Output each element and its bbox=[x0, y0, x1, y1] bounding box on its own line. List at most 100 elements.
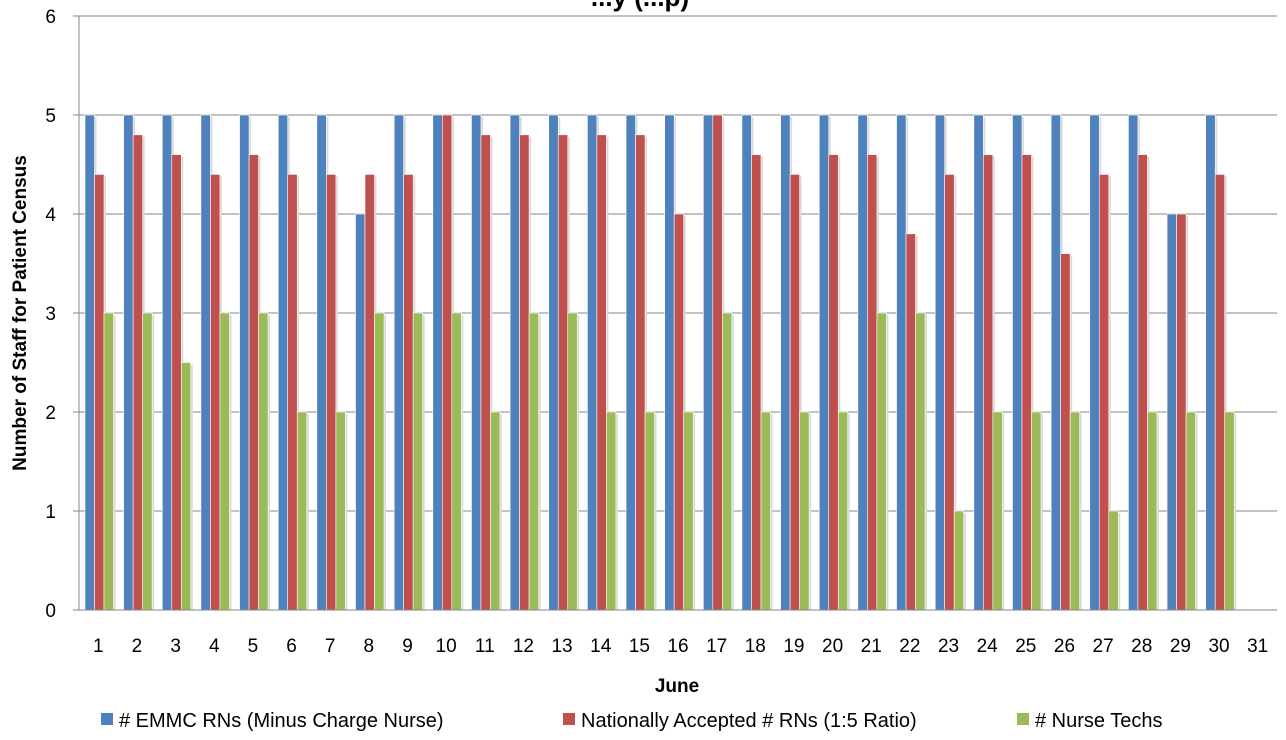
bar bbox=[1205, 114, 1216, 611]
bar bbox=[625, 114, 636, 611]
x-tick-label: 27 bbox=[1093, 636, 1114, 657]
bar bbox=[837, 411, 849, 611]
bar bbox=[393, 114, 404, 611]
x-tick-label: 26 bbox=[1054, 636, 1075, 657]
bar bbox=[451, 312, 462, 611]
bar bbox=[1069, 411, 1080, 611]
bar bbox=[673, 213, 684, 611]
x-tick-label: 28 bbox=[1131, 636, 1152, 657]
legend-swatch bbox=[563, 713, 575, 725]
x-tick-label: 19 bbox=[783, 636, 804, 657]
bar bbox=[703, 114, 714, 611]
bar bbox=[142, 312, 153, 611]
bar bbox=[1060, 253, 1071, 611]
bar bbox=[200, 114, 211, 611]
axes bbox=[73, 15, 1277, 611]
bar bbox=[248, 154, 259, 611]
y-tick-label: 0 bbox=[45, 601, 56, 622]
y-tick-label: 3 bbox=[45, 304, 56, 325]
bar bbox=[1214, 174, 1226, 611]
bar bbox=[548, 114, 559, 611]
bar bbox=[1021, 154, 1032, 611]
bar bbox=[1224, 411, 1235, 611]
chart-title: ...y (...p) bbox=[591, 0, 689, 12]
bar bbox=[712, 114, 723, 611]
bar bbox=[1031, 411, 1042, 611]
bar bbox=[239, 114, 250, 611]
x-tick-label: 9 bbox=[402, 636, 413, 657]
bar bbox=[335, 411, 346, 611]
x-tick-label: 13 bbox=[551, 636, 572, 657]
bar bbox=[296, 411, 308, 611]
bar bbox=[287, 174, 298, 611]
x-tick-label: 16 bbox=[667, 636, 688, 657]
x-tick-label: 5 bbox=[248, 636, 259, 657]
bar bbox=[780, 114, 791, 611]
x-tick-label: 29 bbox=[1170, 636, 1191, 657]
bar bbox=[210, 174, 221, 611]
bar bbox=[432, 114, 443, 611]
bar bbox=[412, 312, 423, 611]
bar bbox=[683, 411, 694, 611]
bar bbox=[751, 154, 762, 611]
bar bbox=[789, 174, 800, 611]
x-tick-label: 21 bbox=[861, 636, 882, 657]
y-tick-label: 4 bbox=[45, 205, 56, 226]
bar bbox=[944, 174, 955, 611]
bar bbox=[103, 312, 114, 611]
x-tick-label: 10 bbox=[436, 636, 457, 657]
bar bbox=[326, 174, 337, 611]
x-tick-label: 24 bbox=[977, 636, 999, 657]
bar bbox=[799, 411, 810, 611]
y-tick-label: 5 bbox=[45, 106, 56, 127]
y-axis-title: Number of Staff for Patient Census bbox=[10, 155, 31, 471]
bar bbox=[596, 134, 607, 611]
bar bbox=[1089, 114, 1100, 611]
bar bbox=[1185, 411, 1196, 611]
x-tick-labels: 1 2 3 4 5 6 7 8 9 10 11 12 13 14 15 16 17 18 19 20 21 22 23 24 2… bbox=[93, 636, 1268, 657]
x-tick-label: 11 bbox=[475, 636, 495, 657]
x-tick-label: 7 bbox=[325, 636, 336, 657]
bar bbox=[992, 411, 1003, 611]
legend-label: # EMMC RNs (Minus Charge Nurse) bbox=[119, 710, 444, 732]
bar bbox=[1108, 510, 1119, 611]
bar bbox=[84, 114, 95, 611]
bar bbox=[519, 134, 530, 611]
bar bbox=[316, 114, 327, 611]
legend-swatch bbox=[1017, 713, 1029, 725]
bar bbox=[760, 411, 771, 611]
bar bbox=[1166, 213, 1177, 611]
bar bbox=[1128, 114, 1139, 611]
bar bbox=[161, 114, 173, 611]
bar bbox=[557, 134, 569, 611]
bar bbox=[132, 134, 143, 611]
x-tick-label: 2 bbox=[132, 636, 143, 657]
legend-swatch bbox=[101, 713, 113, 725]
bar bbox=[1050, 114, 1061, 611]
bar bbox=[905, 233, 916, 611]
bar bbox=[606, 411, 617, 611]
bar bbox=[480, 134, 491, 611]
x-tick-label: 31 bbox=[1247, 636, 1268, 657]
bar bbox=[528, 312, 539, 611]
legend: # EMMC RNs (Minus Charge Nurse) Nationall… bbox=[101, 710, 1162, 732]
bar bbox=[1176, 213, 1187, 611]
bar bbox=[934, 114, 945, 611]
y-tick-labels: 0 1 2 3 4 5 6 bbox=[45, 7, 56, 622]
bar bbox=[442, 114, 453, 611]
bar bbox=[567, 312, 578, 611]
y-tick-label: 1 bbox=[45, 502, 56, 523]
bar bbox=[664, 114, 675, 611]
bar bbox=[983, 154, 994, 611]
x-tick-label: 4 bbox=[209, 636, 220, 657]
bar bbox=[857, 114, 868, 611]
bar bbox=[1012, 114, 1023, 611]
legend-label: Nationally Accepted # RNs (1:5 Ratio) bbox=[581, 710, 917, 732]
bar bbox=[171, 154, 182, 611]
bar bbox=[1147, 411, 1158, 611]
x-tick-label: 14 bbox=[590, 636, 612, 657]
x-tick-label: 18 bbox=[745, 636, 766, 657]
x-tick-label: 12 bbox=[513, 636, 534, 657]
y-tick-label: 6 bbox=[45, 7, 56, 28]
legend-label: # Nurse Techs bbox=[1035, 710, 1162, 732]
